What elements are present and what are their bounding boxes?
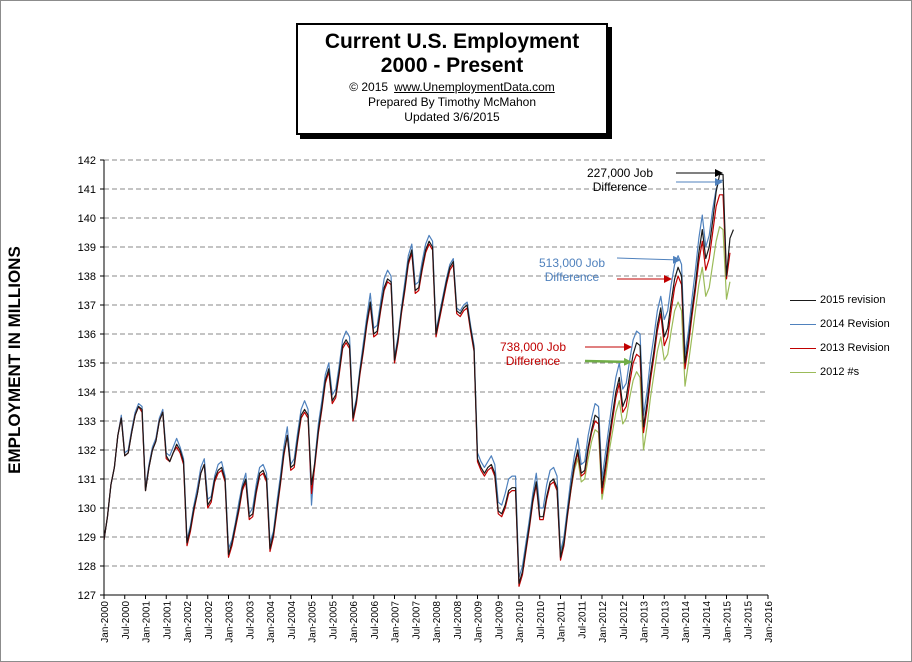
- annotation-227k-text: 227,000 Job Difference: [586, 166, 654, 194]
- series-line-2012-s: [559, 226, 731, 555]
- x-tick-label: Jan-2003: [225, 601, 236, 643]
- x-tick-label: Jan-2009: [474, 601, 485, 643]
- legend-swatch-2014: [790, 323, 816, 325]
- y-tick-label: 130: [78, 503, 96, 515]
- x-tick-label: Jan-2013: [640, 601, 651, 643]
- annotation-arrow: [584, 357, 632, 366]
- x-tick-label: Jan-2015: [723, 601, 734, 643]
- chart-subtitle: 2000 - Present: [380, 54, 524, 77]
- x-tick-label: Jan-2008: [432, 601, 443, 643]
- x-tick-label: Jan-2002: [183, 601, 194, 643]
- annotation-227k: 227,000 Job Difference: [578, 166, 662, 194]
- y-tick-label: 142: [78, 155, 96, 167]
- series-line-2013-revision: [103, 194, 731, 587]
- x-tick-label: Jul-2002: [204, 601, 215, 640]
- x-tick-label: Jul-2013: [660, 601, 671, 640]
- annotation-513k-text: 513,000 Job Difference: [538, 256, 606, 284]
- y-tick-label: 134: [78, 387, 96, 399]
- x-tick-label: Jan-2005: [308, 601, 319, 643]
- x-tick-label: Jul-2004: [287, 601, 298, 640]
- legend-label-2013: 2013 Revision: [820, 342, 890, 354]
- x-tick-label: Jan-2001: [142, 601, 153, 643]
- x-tick-label: Jul-2010: [536, 601, 547, 640]
- y-tick-label: 128: [78, 561, 96, 573]
- annotation-513k: 513,000 Job Difference: [530, 256, 614, 284]
- x-tick-label: Jul-2007: [411, 601, 422, 640]
- x-tick-label: Jul-2005: [328, 601, 339, 640]
- legend-swatch-2013: [790, 347, 816, 349]
- series-line-2015-revision: [103, 173, 734, 585]
- x-tick-label: Jul-2009: [494, 601, 505, 640]
- legend-label-2012: 2012 #s: [820, 366, 860, 378]
- y-tick-label: 137: [78, 300, 96, 312]
- x-tick-label: Jan-2007: [391, 601, 402, 643]
- y-tick-label: 136: [78, 329, 96, 341]
- source-url[interactable]: www.UnemploymentData.com: [394, 80, 555, 94]
- x-tick-label: Jan-2014: [681, 601, 692, 643]
- annotation-738k-text: 738,000 Job Difference: [499, 340, 567, 368]
- x-tick-label: Jul-2008: [453, 601, 464, 640]
- x-tick-label: Jan-2010: [515, 601, 526, 643]
- y-tick-label: 131: [78, 474, 96, 486]
- x-tick-label: Jan-2000: [100, 601, 111, 643]
- x-tick-label: Jan-2016: [764, 601, 775, 643]
- x-tick-label: Jan-2012: [598, 601, 609, 643]
- y-tick-label: 133: [78, 416, 96, 428]
- annotation-738k: 738,000 Job Difference: [491, 340, 575, 368]
- prepared-by: Prepared By Timothy McMahon: [367, 95, 537, 109]
- x-tick-label: Jan-2011: [557, 601, 568, 642]
- y-axis-label: EMPLOYMENT IN MILLIONS: [5, 246, 24, 474]
- legend-swatch-2015: [790, 299, 816, 301]
- x-tick-label: Jul-2014: [702, 601, 713, 640]
- copyright-line: © 2015 www.UnemploymentData.com: [298, 80, 606, 95]
- x-tick-label: Jul-2000: [121, 601, 132, 640]
- legend-item-2014: 2014 Revision: [790, 312, 908, 336]
- y-tick-label: 129: [78, 532, 96, 544]
- x-tick-label: Jul-2003: [245, 601, 256, 640]
- y-tick-label: 138: [78, 271, 96, 283]
- legend-label-2014: 2014 Revision: [820, 318, 890, 330]
- chart-title-box: Current U.S. Employment 2000 - Present ©…: [296, 23, 608, 135]
- legend-label-2015: 2015 revision: [820, 294, 886, 306]
- legend-item-2015: 2015 revision: [790, 288, 908, 312]
- annotation-arrow: [616, 255, 681, 264]
- x-tick-label: Jul-2001: [162, 601, 173, 640]
- x-tick-label: Jan-2004: [266, 601, 277, 643]
- x-tick-label: Jul-2006: [370, 601, 381, 640]
- legend-swatch-2012: [790, 371, 816, 373]
- x-tick-label: Jan-2006: [349, 601, 360, 643]
- legend: 2015 revision 2014 Revision 2013 Revisio…: [790, 288, 908, 384]
- updated-date: Updated 3/6/2015: [404, 110, 500, 124]
- y-tick-label: 127: [78, 590, 96, 602]
- x-tick-label: Jul-2015: [743, 601, 754, 640]
- chart-title: Current U.S. Employment: [324, 30, 580, 53]
- x-tick-label: Jul-2012: [619, 601, 630, 640]
- y-tick-label: 141: [78, 184, 96, 196]
- y-tick-label: 139: [78, 242, 96, 254]
- x-tick-label: Jul-2011: [577, 601, 588, 639]
- legend-item-2013: 2013 Revision: [790, 336, 908, 360]
- y-tick-label: 140: [78, 213, 96, 225]
- y-tick-label: 132: [78, 445, 96, 457]
- copyright-text: © 2015: [349, 80, 389, 94]
- y-tick-label: 135: [78, 358, 96, 370]
- legend-item-2012: 2012 #s: [790, 360, 908, 384]
